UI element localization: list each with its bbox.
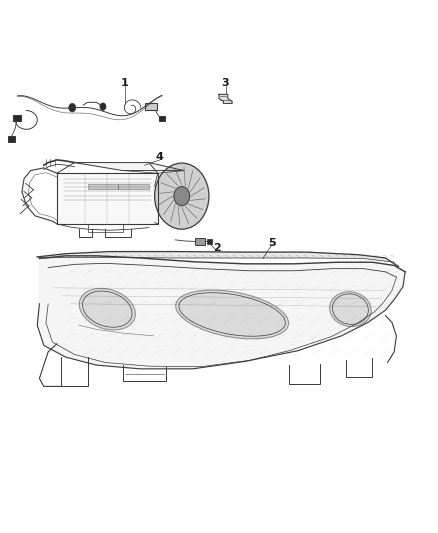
Bar <box>118 184 149 189</box>
Ellipse shape <box>176 290 289 339</box>
Polygon shape <box>74 163 184 171</box>
Bar <box>8 136 15 142</box>
Bar <box>88 184 118 189</box>
Text: 1: 1 <box>121 78 129 87</box>
Bar <box>207 239 212 244</box>
Text: 3: 3 <box>222 78 230 87</box>
Text: 4: 4 <box>156 152 164 162</box>
Ellipse shape <box>79 288 135 330</box>
Circle shape <box>69 103 76 112</box>
Text: 5: 5 <box>268 238 276 247</box>
Bar <box>145 103 157 110</box>
Circle shape <box>174 187 190 206</box>
Text: 2: 2 <box>213 243 221 253</box>
Bar <box>13 115 21 121</box>
Polygon shape <box>37 252 399 266</box>
Circle shape <box>155 163 209 229</box>
Polygon shape <box>57 173 158 224</box>
Polygon shape <box>219 94 232 103</box>
Circle shape <box>100 103 106 110</box>
Bar <box>195 238 205 245</box>
Ellipse shape <box>330 292 371 327</box>
Bar <box>159 116 165 121</box>
Polygon shape <box>37 256 405 369</box>
